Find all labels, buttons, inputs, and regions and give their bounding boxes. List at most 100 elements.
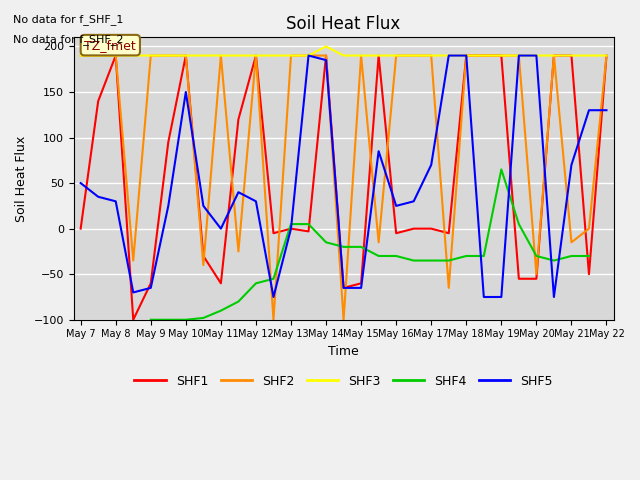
SHF5 [217,226,225,231]
SHF1 [287,226,295,231]
SHF3 [375,53,383,59]
SHF3 [235,53,243,59]
SHF2 [164,53,172,59]
SHF2 [550,53,557,59]
Line: SHF2: SHF2 [81,56,607,320]
SHF3 [603,53,611,59]
SHF3 [445,53,452,59]
SHF5 [585,108,593,113]
SHF4 [568,253,575,259]
SHF2 [410,53,417,59]
SHF2 [357,53,365,59]
SHF2 [235,249,243,254]
SHF1 [182,53,189,59]
SHF3 [463,53,470,59]
SHF1 [322,53,330,59]
SHF2 [287,53,295,59]
SHF3 [568,53,575,59]
SHF5 [515,53,523,59]
SHF3 [532,53,540,59]
SHF1 [200,253,207,259]
SHF1 [252,53,260,59]
SHF1 [77,226,84,231]
SHF5 [200,203,207,209]
Line: SHF5: SHF5 [81,56,607,297]
SHF2 [532,271,540,277]
SHF3 [585,53,593,59]
SHF4 [392,253,400,259]
SHF4 [532,253,540,259]
SHF1 [164,139,172,145]
SHF4 [428,258,435,264]
SHF3 [357,53,365,59]
SHF5 [129,289,137,295]
SHF2 [112,53,120,59]
Text: TZ_fmet: TZ_fmet [84,38,136,52]
SHF5 [77,180,84,186]
SHF4 [147,317,155,323]
SHF3 [94,53,102,59]
Line: SHF4: SHF4 [151,169,589,320]
SHF2 [182,53,189,59]
SHF5 [410,198,417,204]
SHF3 [112,53,120,59]
SHF3 [182,53,189,59]
SHF2 [392,53,400,59]
Legend: SHF1, SHF2, SHF3, SHF4, SHF5: SHF1, SHF2, SHF3, SHF4, SHF5 [129,370,557,393]
SHF5 [445,53,452,59]
SHF4 [497,167,505,172]
SHF5 [497,294,505,300]
SHF2 [94,53,102,59]
SHF2 [585,226,593,231]
SHF3 [200,53,207,59]
SHF4 [410,258,417,264]
SHF1 [497,53,505,59]
SHF2 [445,285,452,291]
SHF5 [164,203,172,209]
SHF3 [287,53,295,59]
SHF5 [603,108,611,113]
SHF3 [77,53,84,59]
SHF3 [269,53,277,59]
SHF5 [94,194,102,200]
SHF4 [252,280,260,286]
SHF1 [515,276,523,282]
SHF3 [322,44,330,49]
SHF4 [287,221,295,227]
SHF3 [515,53,523,59]
SHF1 [463,53,470,59]
SHF2 [497,53,505,59]
SHF1 [428,226,435,231]
SHF2 [147,53,155,59]
SHF5 [235,189,243,195]
SHF1 [94,98,102,104]
SHF1 [585,271,593,277]
SHF5 [252,198,260,204]
SHF2 [129,258,137,264]
SHF4 [217,308,225,313]
SHF4 [585,253,593,259]
SHF3 [392,53,400,59]
SHF5 [568,162,575,168]
SHF1 [568,53,575,59]
SHF5 [305,53,312,59]
SHF2 [252,53,260,59]
SHF3 [410,53,417,59]
SHF2 [77,53,84,59]
SHF4 [515,221,523,227]
SHF4 [375,253,383,259]
SHF5 [532,53,540,59]
SHF2 [322,53,330,59]
SHF5 [182,89,189,95]
SHF1 [129,317,137,323]
SHF4 [357,244,365,250]
SHF4 [550,258,557,264]
SHF2 [305,53,312,59]
Y-axis label: Soil Heat Flux: Soil Heat Flux [15,135,28,222]
Line: SHF1: SHF1 [81,56,607,320]
SHF1 [445,230,452,236]
SHF3 [217,53,225,59]
Line: SHF3: SHF3 [81,47,607,56]
SHF3 [252,53,260,59]
Text: No data for f_SHF_2: No data for f_SHF_2 [13,34,124,45]
